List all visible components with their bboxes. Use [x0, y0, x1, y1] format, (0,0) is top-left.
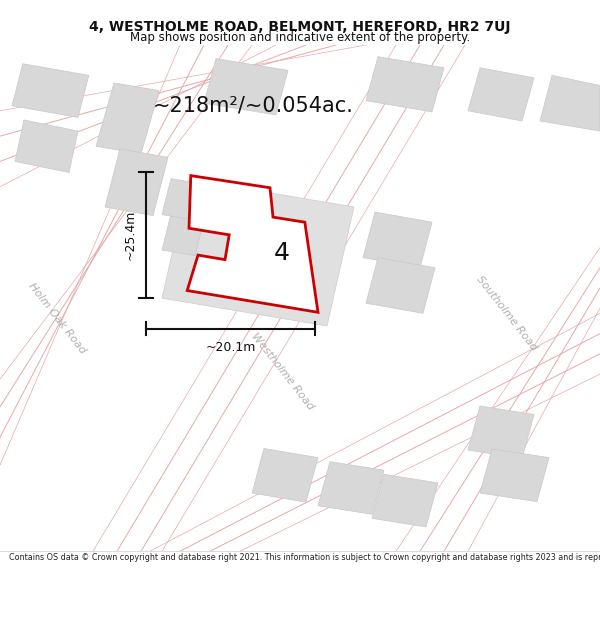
Text: Southolme Road: Southolme Road: [475, 274, 539, 352]
Polygon shape: [162, 179, 204, 220]
Polygon shape: [204, 59, 288, 115]
Text: 4: 4: [274, 241, 290, 264]
Polygon shape: [366, 57, 444, 112]
Polygon shape: [187, 176, 318, 312]
Polygon shape: [162, 214, 204, 256]
Polygon shape: [318, 462, 384, 514]
Text: Map shows position and indicative extent of the property.: Map shows position and indicative extent…: [130, 31, 470, 44]
Text: ~25.4m: ~25.4m: [123, 209, 136, 260]
Text: Holm Oak Road: Holm Oak Road: [26, 281, 88, 356]
Polygon shape: [480, 449, 549, 502]
Polygon shape: [252, 449, 318, 502]
Polygon shape: [363, 212, 432, 268]
Polygon shape: [540, 76, 600, 131]
Text: 4, WESTHOLME ROAD, BELMONT, HEREFORD, HR2 7UJ: 4, WESTHOLME ROAD, BELMONT, HEREFORD, HR…: [89, 20, 511, 34]
Text: ~218m²/~0.054ac.: ~218m²/~0.054ac.: [153, 96, 354, 116]
Polygon shape: [15, 120, 78, 172]
Polygon shape: [12, 64, 89, 118]
Polygon shape: [366, 258, 435, 313]
Polygon shape: [468, 406, 534, 459]
Text: ~20.1m: ~20.1m: [205, 341, 256, 354]
Polygon shape: [162, 179, 354, 326]
Polygon shape: [96, 83, 159, 154]
Text: Westholme Road: Westholme Road: [249, 331, 315, 412]
Polygon shape: [105, 149, 168, 216]
Text: Contains OS data © Crown copyright and database right 2021. This information is : Contains OS data © Crown copyright and d…: [9, 553, 600, 562]
Polygon shape: [372, 474, 438, 527]
Polygon shape: [468, 68, 534, 121]
Polygon shape: [225, 236, 306, 305]
